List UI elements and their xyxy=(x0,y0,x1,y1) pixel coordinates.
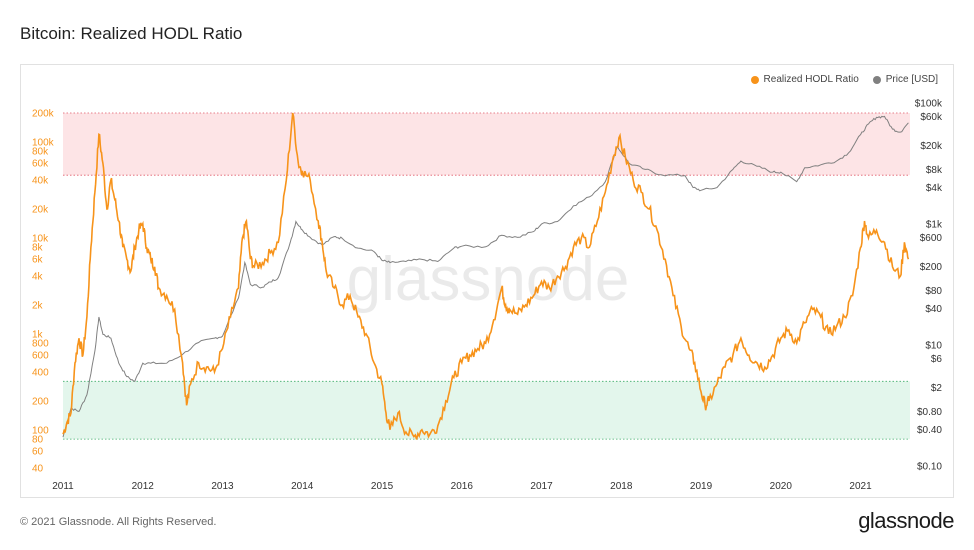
y-left-tick: 600 xyxy=(32,351,49,362)
y-left-tick: 60 xyxy=(32,447,44,458)
y-left-tick: 4k xyxy=(32,272,44,283)
y-left-tick: 80 xyxy=(32,435,44,446)
y-left-tick: 6k xyxy=(32,255,44,266)
y-left-tick: 8k xyxy=(32,243,44,254)
y-right-tick: $4k xyxy=(926,183,943,194)
copyright-footer: © 2021 Glassnode. All Rights Reserved. xyxy=(20,516,217,528)
x-tick: 2012 xyxy=(132,481,155,492)
y-right-tick: $0.10 xyxy=(917,462,942,473)
band-bottom xyxy=(63,381,910,440)
x-tick: 2021 xyxy=(849,481,872,492)
y-right-tick: $0.80 xyxy=(917,407,942,418)
y-left-tick: 100k xyxy=(32,137,55,148)
y-left-tick: 20k xyxy=(32,204,49,215)
price-line xyxy=(62,115,909,438)
legend-item-rhodl[interactable]: Realized HODL Ratio xyxy=(750,74,859,85)
y-right-tick: $100k xyxy=(915,99,943,110)
y-left-tick: 200k xyxy=(32,109,55,120)
x-tick: 2015 xyxy=(371,481,394,492)
x-tick: 2019 xyxy=(690,481,713,492)
y-left-tick: 200 xyxy=(32,396,49,407)
x-tick: 2020 xyxy=(770,481,793,492)
x-tick: 2017 xyxy=(530,481,553,492)
y-left-tick: 40 xyxy=(32,464,44,475)
y-right-tick: $6 xyxy=(931,354,943,365)
legend-label-rhodl: Realized HODL Ratio xyxy=(763,74,859,85)
y-right-tick: $60k xyxy=(920,112,943,123)
y-right-tick: $200 xyxy=(920,262,943,273)
y-right-tick: $40 xyxy=(925,304,942,315)
brand-logo[interactable]: glassnode xyxy=(858,508,954,533)
y-left-tick: 10k xyxy=(32,233,49,244)
x-tick: 2014 xyxy=(291,481,314,492)
x-tick: 2013 xyxy=(211,481,234,492)
y-right-tick: $1k xyxy=(926,220,943,231)
x-tick: 2018 xyxy=(610,481,633,492)
y-left-tick: 800 xyxy=(32,339,49,350)
y-right-tick: $20k xyxy=(920,141,943,152)
y-right-tick: $10 xyxy=(925,341,942,352)
y-right-tick: $2 xyxy=(931,383,943,394)
y-left-tick: 100 xyxy=(32,425,49,436)
band-top xyxy=(63,113,910,176)
y-left-tick: 2k xyxy=(32,300,44,311)
y-right-tick: $0.40 xyxy=(917,425,942,436)
legend-dot-rhodl xyxy=(750,75,759,84)
y-right-tick: $600 xyxy=(920,233,943,244)
legend-label-price: Price [USD] xyxy=(885,74,938,85)
x-tick: 2011 xyxy=(52,481,74,492)
x-tick: 2016 xyxy=(451,481,474,492)
legend-item-price[interactable]: Price [USD] xyxy=(872,74,938,85)
y-right-tick: $8k xyxy=(926,165,943,176)
chart-legend: Realized HODL Ratio Price [USD] xyxy=(750,74,938,85)
watermark-text: glassnode xyxy=(347,245,630,314)
y-left-tick: 400 xyxy=(32,368,49,379)
rhodl-line xyxy=(62,112,910,440)
y-left-tick: 1k xyxy=(32,329,44,340)
legend-dot-price xyxy=(872,75,881,84)
y-left-tick: 80k xyxy=(32,147,49,158)
y-left-tick: 60k xyxy=(32,159,49,170)
page-title: Bitcoin: Realized HODL Ratio xyxy=(20,24,243,43)
y-left-tick: 40k xyxy=(32,176,49,187)
y-right-tick: $80 xyxy=(925,286,942,297)
